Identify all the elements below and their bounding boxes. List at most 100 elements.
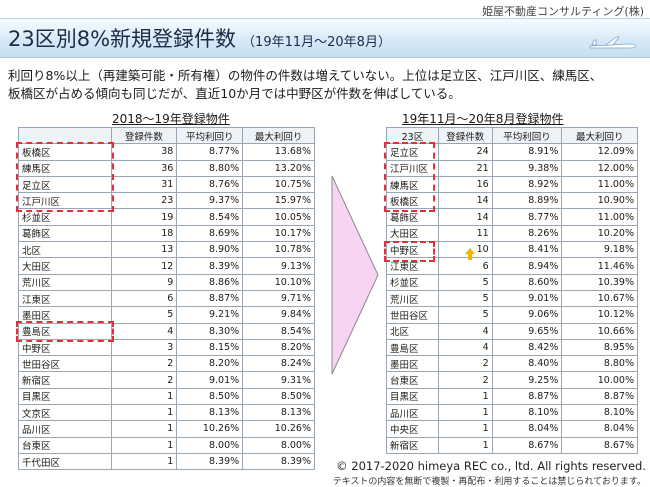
value-cell: 8.80% — [176, 159, 244, 177]
airplane-icon — [589, 36, 637, 49]
table-row: 板橋区 38 8.77% 13.68% — [18, 143, 315, 161]
ward-cell: 荒川区 — [386, 289, 439, 308]
table-row: 新宿区 1 8.67% 8.67% — [386, 436, 638, 454]
ward-cell: 墨田区 — [18, 306, 112, 324]
table-row: 目黒区 1 8.87% 8.87% — [386, 387, 638, 406]
value-cell: 8.30% — [176, 322, 244, 340]
left-table-header-cell — [18, 126, 112, 145]
value-cell: 10.05% — [242, 208, 315, 226]
ward-cell: 中野区 — [18, 338, 112, 357]
value-cell: 16 — [437, 175, 493, 194]
value-cell: 1 — [110, 404, 178, 422]
value-cell: 8.89% — [491, 192, 563, 210]
table-row: 目黒区 1 8.50% 8.50% — [18, 387, 315, 406]
value-cell: 8.39% — [176, 257, 244, 275]
ward-cell: 江戸川区 — [18, 192, 112, 210]
value-cell: 10.10% — [242, 273, 315, 291]
ward-cell: 文京区 — [18, 404, 112, 422]
ward-cell: 品川区 — [386, 404, 439, 422]
table-row: 江戸川区 21 9.38% 12.00% — [386, 159, 638, 177]
value-cell: 8.20% — [242, 338, 315, 357]
ward-cell: 品川区 — [18, 420, 112, 438]
description-line: 板橋区が占める傾向も同じだが、直近10か月では中野区が件数を伸ばしている。 — [8, 86, 461, 101]
table-row: 中野区 3 8.15% 8.20% — [18, 338, 315, 357]
value-cell: 19 — [110, 208, 178, 226]
table-row: 豊島区 4 8.42% 8.95% — [386, 338, 638, 357]
value-cell: 9.37% — [176, 192, 244, 210]
table-row: 千代田区 1 8.39% 8.39% — [18, 452, 315, 471]
value-cell: 9 — [110, 273, 178, 291]
left-table-body: 板橋区 38 8.77% 13.68% 練馬区 36 8.80% 13.20% 足立区 31 8.7… — [18, 143, 315, 471]
value-cell: 4 — [110, 322, 178, 340]
value-cell: 9.21% — [176, 306, 244, 324]
value-cell: 11.00% — [561, 208, 638, 226]
usage-notice: テキストの内容を無断で複製・再配布・利用することは禁じられております。 — [332, 477, 646, 487]
up-arrow-icon — [465, 248, 475, 260]
value-cell: 31 — [110, 175, 178, 194]
value-cell: 9.31% — [242, 371, 315, 389]
value-cell: 8.60% — [491, 273, 563, 291]
page-title: 23区別8%新規登録件数 （19年11月～20年8月） — [8, 23, 391, 53]
value-cell: 10.67% — [561, 289, 638, 308]
ward-cell: 墨田区 — [386, 355, 439, 373]
value-cell: 8.00% — [242, 436, 315, 454]
value-cell: 11 — [437, 224, 493, 243]
left-table: 登録件数 平均利回り 最大利回り 板橋区 38 8.77% 13.68% 練馬区 36 8.80… — [18, 126, 315, 471]
ward-cell: 千代田区 — [18, 452, 112, 471]
value-cell: 8.76% — [176, 175, 244, 194]
value-cell: 9.06% — [491, 306, 563, 324]
value-cell: 1 — [437, 387, 493, 406]
table-row: 練馬区 36 8.80% 13.20% — [18, 159, 315, 177]
company-name: 姫屋不動産コンサルティング(株) — [482, 5, 644, 18]
value-cell: 8.80% — [561, 355, 638, 373]
ward-cell: 中野区 — [386, 241, 439, 259]
value-cell: 9.01% — [176, 371, 244, 389]
value-cell: 5 — [437, 289, 493, 308]
value-cell: 14 — [437, 192, 493, 210]
transition-arrow-icon — [331, 175, 379, 375]
value-cell: 12.09% — [561, 143, 638, 161]
value-cell: 8.90% — [176, 241, 244, 259]
value-cell: 8.42% — [491, 338, 563, 357]
value-cell: 18 — [110, 224, 178, 243]
title-band — [0, 18, 650, 58]
value-cell: 2 — [437, 355, 493, 373]
ward-cell: 中央区 — [386, 420, 439, 438]
value-cell: 9.65% — [491, 322, 563, 340]
value-cell: 10.00% — [561, 371, 638, 389]
table-row: 北区 13 8.90% 10.78% — [18, 241, 315, 259]
value-cell: 1 — [110, 420, 178, 438]
value-cell: 6 — [110, 289, 178, 308]
table-row: 新宿区 2 9.01% 9.31% — [18, 371, 315, 389]
value-cell: 9.84% — [242, 306, 315, 324]
value-cell: 8.39% — [176, 452, 244, 471]
ward-cell: 杉並区 — [386, 273, 439, 291]
value-cell: 9.38% — [491, 159, 563, 177]
ward-cell: 豊島区 — [18, 322, 112, 340]
value-cell: 10.26% — [242, 420, 315, 438]
ward-cell: 目黒区 — [386, 387, 439, 406]
value-cell: 8.50% — [176, 387, 244, 406]
value-cell: 8.67% — [491, 436, 563, 454]
table-row: 江東区 6 8.94% 11.46% — [386, 257, 638, 275]
value-cell: 8.13% — [242, 404, 315, 422]
value-cell: 8.54% — [176, 208, 244, 226]
ward-cell: 足立区 — [386, 143, 439, 161]
ward-cell: 世田谷区 — [386, 306, 439, 324]
value-cell: 13.20% — [242, 159, 315, 177]
right-table-body: 足立区 24 8.91% 12.09% 江戸川区 21 9.38% 12.00% 練馬区 16 8.… — [386, 143, 638, 454]
description-line: 利回り8%以上（再建築可能・所有権）の物件の件数は増えていない。上位は足立区、江… — [8, 68, 603, 83]
value-cell: 2 — [437, 371, 493, 389]
ward-cell: 世田谷区 — [18, 355, 112, 373]
ward-cell: 目黒区 — [18, 387, 112, 406]
value-cell: 10.26% — [176, 420, 244, 438]
table-row: 練馬区 16 8.92% 11.00% — [386, 175, 638, 194]
value-cell: 8.15% — [176, 338, 244, 357]
value-cell: 8.77% — [491, 208, 563, 226]
value-cell: 8.86% — [176, 273, 244, 291]
value-cell: 14 — [437, 208, 493, 226]
table-row: 江戸川区 23 9.37% 15.97% — [18, 192, 315, 210]
value-cell: 1 — [437, 404, 493, 422]
value-cell: 5 — [437, 306, 493, 324]
table-row: 文京区 1 8.13% 8.13% — [18, 404, 315, 422]
